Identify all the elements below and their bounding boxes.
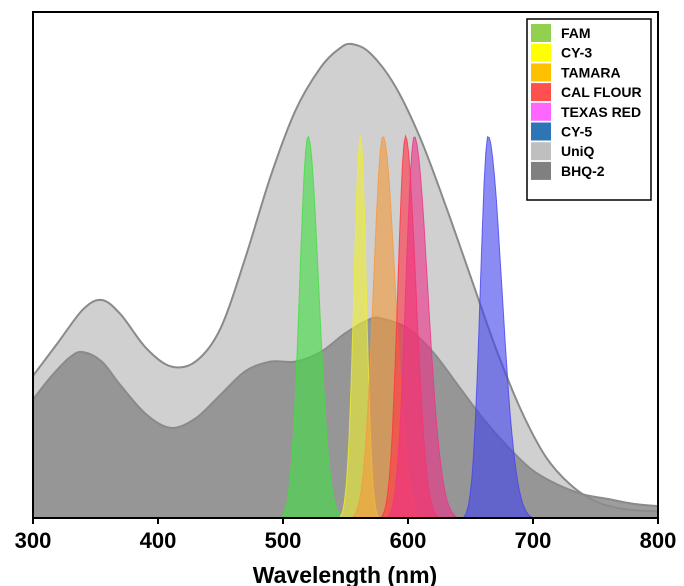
legend-label-fam: FAM <box>561 25 591 41</box>
legend-swatch-cy-5 <box>531 122 551 141</box>
x-axis: 300 400 500 600 700 800 <box>15 518 677 553</box>
peak-fam <box>279 135 345 519</box>
legend-swatch-cy-3 <box>531 43 551 62</box>
legend-swatch-tamara <box>531 63 551 82</box>
plot-frame <box>32 11 659 519</box>
legend-label-texas-red: TEXAS RED <box>561 104 641 120</box>
x-tick-label: 500 <box>265 528 302 553</box>
legend-swatch-uniq <box>531 142 551 161</box>
series-outline-uniq <box>32 42 659 513</box>
legend-label-cal-flour: CAL FLOUR <box>561 84 642 100</box>
legend-swatch-cal-flour <box>531 83 551 102</box>
legend-swatch-texas-red <box>531 102 551 121</box>
x-tick-label: 300 <box>15 528 52 553</box>
peak-cy-5 <box>461 136 535 519</box>
x-axis-title: Wavelength (nm) <box>253 562 437 586</box>
legend: FAM CY-3 TAMARA CAL FLOUR TEXAS RED CY-5 UniQ B… <box>526 18 652 201</box>
legend-label-uniq: UniQ <box>561 143 595 159</box>
x-tick-label: 700 <box>515 528 552 553</box>
legend-label-cy-5: CY-5 <box>561 124 592 140</box>
legend-label-bhq-2: BHQ-2 <box>561 163 605 179</box>
legend-swatch-bhq-2 <box>531 161 551 180</box>
x-tick-label: 800 <box>640 528 677 553</box>
legend-label-tamara: TAMARA <box>561 64 621 80</box>
x-tick-label: 400 <box>140 528 177 553</box>
legend-swatch-fam <box>531 24 551 42</box>
series-outline-bhq-2 <box>32 316 659 508</box>
peak-texas-red <box>385 136 460 519</box>
plot-area <box>32 42 659 519</box>
legend-label-cy-3: CY-3 <box>561 45 592 61</box>
x-tick-label: 600 <box>390 528 427 553</box>
